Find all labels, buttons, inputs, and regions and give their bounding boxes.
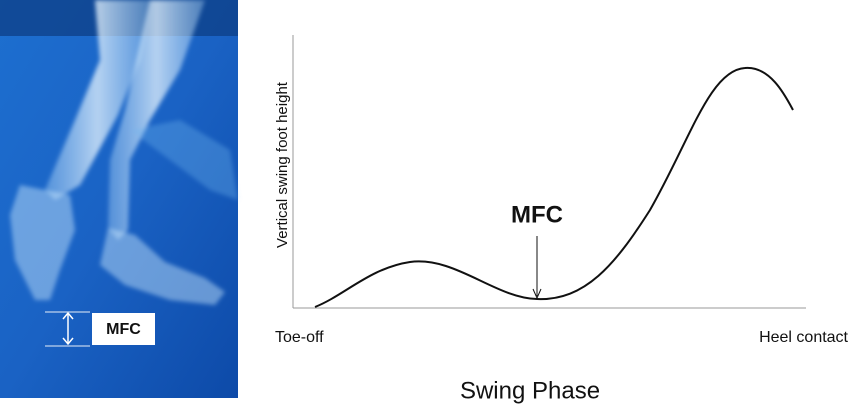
- annotation-arrowhead: [532, 288, 542, 300]
- y-axis-label: Vertical swing foot height: [274, 81, 291, 248]
- curve: [314, 66, 794, 308]
- legs: [10, 0, 238, 305]
- label-box: [92, 313, 155, 345]
- illustration-label: MFC: [106, 321, 141, 338]
- x-axis-label: Swing Phase: [460, 377, 600, 404]
- graph: MFC Vertical swing foot height Toe-off H…: [274, 35, 849, 404]
- illustration: MFC: [0, 0, 238, 398]
- x-start-label: Toe-off: [275, 329, 324, 346]
- x-end-label: Heel contact: [759, 329, 848, 346]
- height-arrow: [45, 311, 90, 347]
- annotation: MFC: [511, 201, 563, 228]
